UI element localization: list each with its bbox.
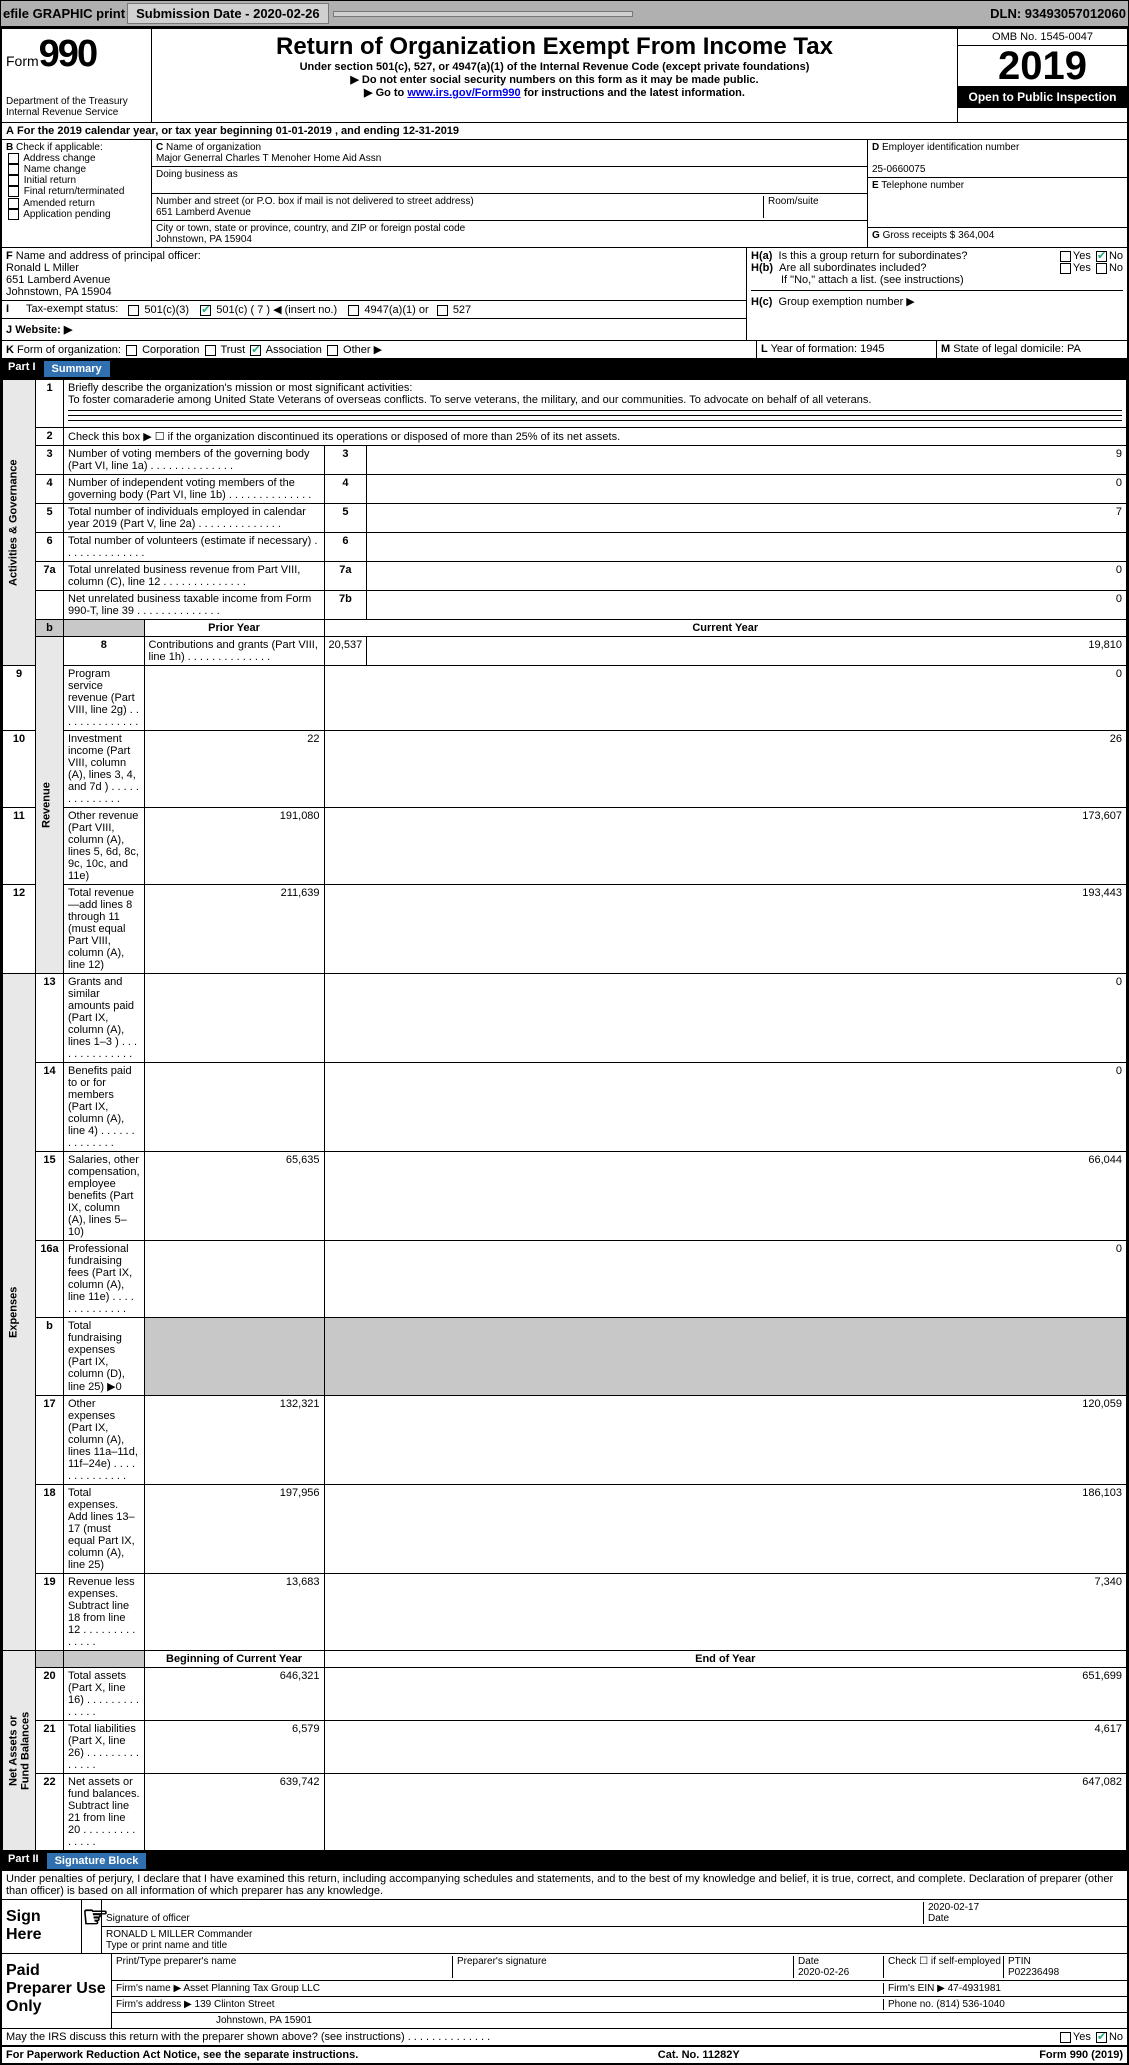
chk-assoc[interactable] xyxy=(250,345,261,356)
form990-link[interactable]: www.irs.gov/Form990 xyxy=(407,87,520,99)
tax-year: 2019 xyxy=(958,46,1127,86)
efile-label: efile GRAPHIC print xyxy=(3,6,125,21)
form-note1: Do not enter social security numbers on … xyxy=(160,73,949,86)
revenue-label: Revenue xyxy=(36,637,64,974)
paid-preparer-block: Paid Preparer Use Only Print/Type prepar… xyxy=(2,1954,1127,2029)
form-footer: For Paperwork Reduction Act Notice, see … xyxy=(2,2047,1127,2063)
form-number: 990 xyxy=(39,33,96,75)
spacer-btn xyxy=(333,11,633,17)
expenses-label: Expenses xyxy=(3,974,36,1651)
chk-address-change[interactable]: Address change xyxy=(6,153,147,164)
form-word: Form xyxy=(6,53,39,69)
chk-discuss-no[interactable] xyxy=(1096,2032,1107,2043)
submission-date-btn[interactable]: Submission Date - 2020-02-26 xyxy=(127,3,329,24)
val-7b: 0 xyxy=(367,591,1127,620)
chk-final-return[interactable]: Final return/terminated xyxy=(6,186,147,197)
officer-name: Ronald L Miller xyxy=(6,262,79,274)
block-D: D Employer identification number25-06600… xyxy=(867,140,1127,247)
activities-label: Activities & Governance xyxy=(3,380,36,666)
firm-name: Asset Planning Tax Group LLC xyxy=(183,1983,320,1994)
chk-hb-yes[interactable] xyxy=(1060,263,1071,274)
val-4: 0 xyxy=(367,475,1127,504)
chk-hb-no[interactable] xyxy=(1096,263,1107,274)
street: 651 Lamberd Avenue xyxy=(156,207,251,218)
chk-other[interactable] xyxy=(327,345,338,356)
chk-discuss-yes[interactable] xyxy=(1060,2032,1071,2043)
chk-527[interactable] xyxy=(437,305,448,316)
val-3: 9 xyxy=(367,446,1127,475)
inspection-badge: Open to Public Inspection xyxy=(958,86,1127,108)
form-note2: Go to www.irs.gov/Form990 for instructio… xyxy=(160,86,949,99)
chk-501c3[interactable] xyxy=(128,305,139,316)
val-5: 7 xyxy=(367,504,1127,533)
gross-receipts: 364,004 xyxy=(958,230,994,241)
chk-amended-return[interactable]: Amended return xyxy=(6,198,147,209)
chk-ha-no[interactable] xyxy=(1096,251,1107,262)
part-ii-header: Part II Signature Block xyxy=(2,1851,1127,1871)
row-FGH: F Name and address of principal officer:… xyxy=(2,248,1127,341)
officer-sig-name: RONALD L MILLER Commander xyxy=(106,1929,252,1940)
firm-ein: 47-4931981 xyxy=(948,1983,1001,1994)
dept-label: Department of the Treasury Internal Reve… xyxy=(6,96,147,118)
sign-here-block: Sign Here ☞ Signature of officer 2020-02… xyxy=(2,1900,1127,1954)
part-i-header: Part I Summary xyxy=(2,359,1127,379)
chk-501c[interactable] xyxy=(200,305,211,316)
chk-application-pending[interactable]: Application pending xyxy=(6,209,147,220)
org-name: Major Generral Charles T Menoher Home Ai… xyxy=(156,153,381,164)
netassets-label: Net Assets orFund Balances xyxy=(3,1651,36,1851)
chk-name-change[interactable]: Name change xyxy=(6,164,147,175)
blocks-BCD: B Check if applicable: Address change Na… xyxy=(2,140,1127,248)
block-B: B Check if applicable: Address change Na… xyxy=(2,140,152,247)
form-frame: Form990 Department of the Treasury Inter… xyxy=(0,27,1129,2065)
period-row: A For the 2019 calendar year, or tax yea… xyxy=(2,123,1127,140)
ptin: P02236498 xyxy=(1008,1967,1059,1978)
ein: 25-0660075 xyxy=(872,164,925,175)
year-formation: 1945 xyxy=(860,343,884,355)
val-6 xyxy=(367,533,1127,562)
row-KLM: K Form of organization: Corporation Trus… xyxy=(2,341,1127,359)
dln-label: DLN: 93493057012060 xyxy=(990,6,1126,21)
firm-phone: (814) 536-1040 xyxy=(936,1999,1004,2010)
form-header: Form990 Department of the Treasury Inter… xyxy=(2,29,1127,123)
chk-initial-return[interactable]: Initial return xyxy=(6,175,147,186)
top-bar: efile GRAPHIC print Submission Date - 20… xyxy=(0,0,1129,27)
summary-table: Activities & Governance 1 Briefly descri… xyxy=(2,379,1127,1851)
state-domicile: PA xyxy=(1067,343,1081,355)
chk-4947[interactable] xyxy=(348,305,359,316)
chk-ha-yes[interactable] xyxy=(1060,251,1071,262)
perjury-text: Under penalties of perjury, I declare th… xyxy=(2,1871,1127,1900)
city: Johnstown, PA 15904 xyxy=(156,234,252,245)
mission-text: To foster comaraderie among United State… xyxy=(68,394,871,406)
chk-corp[interactable] xyxy=(126,345,137,356)
chk-trust[interactable] xyxy=(205,345,216,356)
block-C: C Name of organizationMajor Generral Cha… xyxy=(152,140,867,247)
form-title: Return of Organization Exempt From Incom… xyxy=(160,33,949,61)
val-7a: 0 xyxy=(367,562,1127,591)
form-subtitle: Under section 501(c), 527, or 4947(a)(1)… xyxy=(160,61,949,73)
